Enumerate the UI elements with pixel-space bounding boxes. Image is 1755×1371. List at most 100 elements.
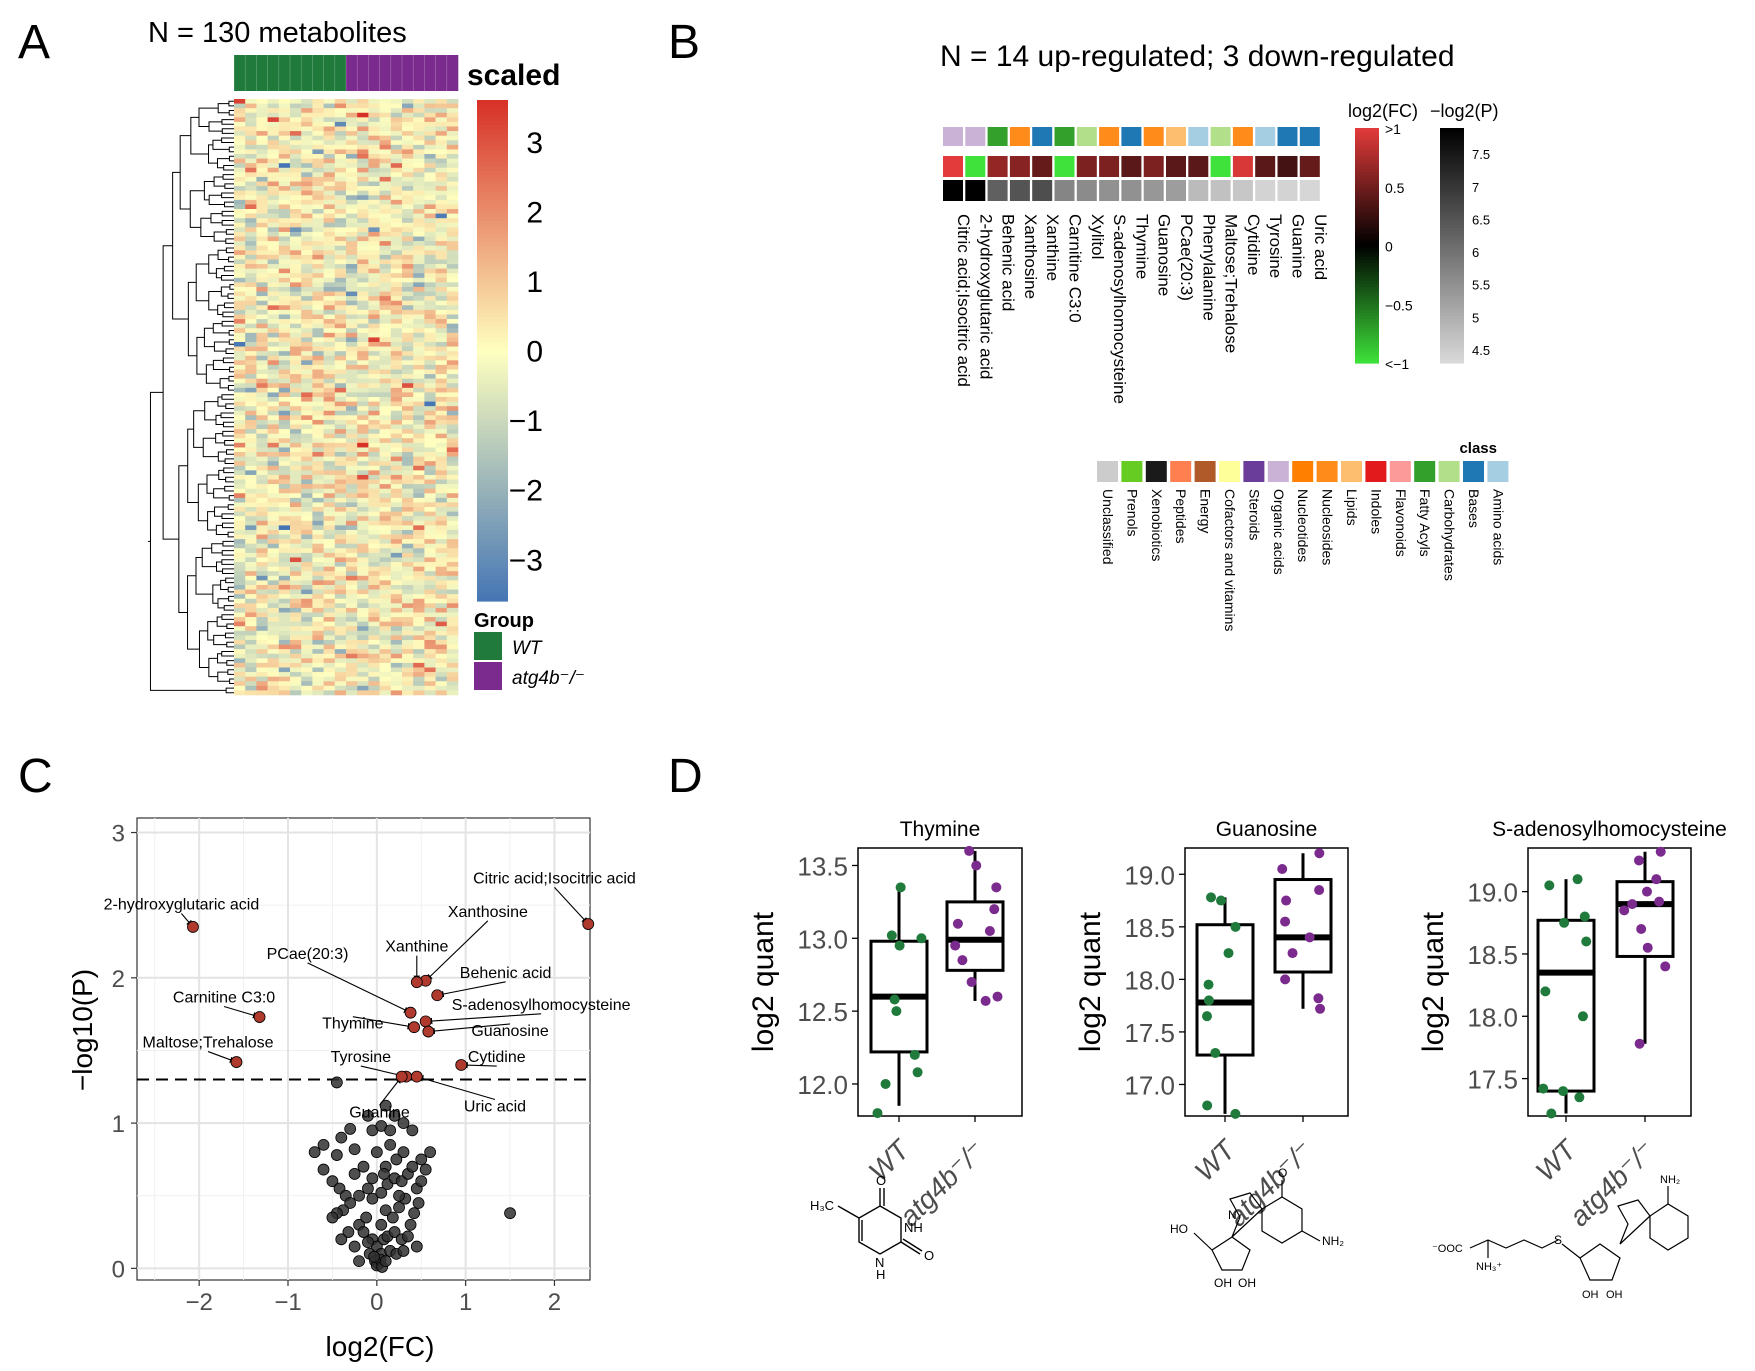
p-gradient-step [1440, 327, 1464, 332]
heatmap-cell [357, 172, 369, 178]
heatmap-cell [245, 406, 257, 412]
heatmap-cell [278, 635, 291, 641]
legend-gradient-step [477, 120, 508, 126]
heatmap-cell [334, 172, 347, 178]
heatmap-cell [446, 369, 459, 375]
legend-gradient-step [477, 584, 508, 590]
heatmap-cell [357, 328, 369, 334]
heatmap-cell [390, 286, 403, 292]
heatmap-cell [323, 672, 336, 677]
data-point [368, 1250, 381, 1263]
heatmap-cell [413, 149, 425, 155]
heatmap-cell [267, 461, 280, 467]
heatmap-cell [390, 539, 403, 545]
heatmap-cell [256, 433, 268, 439]
heatmap-cell [446, 213, 459, 219]
legend-gradient-step [477, 216, 508, 222]
heatmap-cell [446, 309, 459, 315]
heatmap-cell [402, 488, 414, 494]
heatmap-cell [357, 493, 369, 499]
heatmap-cell [278, 392, 291, 398]
y-tick-label: 17.5 [1467, 1065, 1518, 1095]
heatmap-cell [267, 584, 280, 590]
heatmap-cell [290, 369, 302, 375]
heatmap-cell [346, 392, 358, 398]
heatmap-cell [413, 520, 425, 526]
heatmap-cell [267, 672, 280, 677]
heatmap-cell [278, 117, 291, 123]
heatmap-cell [256, 135, 268, 141]
heatmap-cell [301, 516, 313, 522]
heatmap-cell [278, 626, 291, 632]
heatmap-cell [334, 121, 347, 127]
heatmap-cell [301, 461, 313, 467]
fc-cell [1009, 156, 1030, 177]
heatmap-cell [267, 121, 280, 127]
group-bar-cell [390, 55, 403, 91]
heatmap-cell [290, 245, 302, 251]
heatmap-cell [402, 511, 414, 517]
heatmap-cell [346, 231, 358, 237]
heatmap-cell [245, 562, 257, 567]
heatmap-cell [435, 465, 448, 471]
heatmap-cell [357, 488, 369, 494]
heatmap-cell [234, 474, 246, 480]
heatmap-cell [267, 438, 280, 444]
heatmap-cell [256, 649, 268, 655]
heatmap-cell [334, 213, 347, 219]
heatmap-cell [390, 516, 403, 522]
heatmap-cell [424, 227, 436, 233]
heatmap-cell [424, 502, 436, 508]
heatmap-cell [278, 378, 291, 384]
heatmap-cell [390, 291, 403, 297]
heatmap-cell [402, 644, 414, 650]
heatmap-cell [379, 470, 392, 476]
heatmap-cell [390, 552, 403, 558]
sample-point [1314, 848, 1325, 859]
heatmap-cell [402, 598, 414, 604]
heatmap-cell [334, 676, 347, 682]
heatmap-cell [368, 144, 380, 150]
heatmap-cell [256, 126, 268, 132]
heatmap-cell [446, 672, 459, 677]
p-gradient-step [1440, 245, 1464, 250]
heatmap-cell [435, 548, 448, 554]
legend-gradient-step [477, 463, 508, 468]
heatmap-cell [446, 429, 459, 434]
heatmap-cell [323, 649, 336, 655]
heatmap-cell [357, 456, 369, 462]
heatmap-cell [368, 429, 380, 434]
heatmap-cell [245, 291, 257, 297]
heatmap-cell [245, 470, 257, 476]
heatmap-cell [379, 328, 392, 334]
heatmap-cell [301, 470, 313, 476]
heatmap-cell [357, 218, 369, 224]
heatmap-cell [334, 286, 347, 292]
heatmap-cell [312, 204, 324, 210]
fc-gradient-step [1355, 254, 1379, 258]
heatmap-cell [424, 397, 436, 402]
heatmap-cell [334, 621, 347, 627]
panel-b-heatmap: N = 14 up-regulated; 3 down-regulated Ci… [940, 40, 1509, 631]
dendrogram-branch [222, 568, 234, 575]
heatmap-cell [278, 649, 291, 655]
heatmap-cell [290, 364, 302, 370]
heatmap-cell [312, 360, 324, 366]
heatmap-cell [334, 346, 347, 352]
heatmap-cell [267, 392, 280, 398]
dendrogram-branch [226, 449, 234, 455]
heatmap-cell [312, 621, 324, 627]
heatmap-cell [234, 484, 246, 489]
p-gradient-step [1440, 186, 1464, 191]
heatmap-cell [234, 607, 246, 613]
heatmap-cell [435, 594, 448, 600]
heatmap-cell [357, 406, 369, 412]
heatmap-cell [245, 452, 257, 457]
heatmap-cell [234, 117, 246, 123]
heatmap-cell [245, 397, 257, 402]
fc-gradient-step [1355, 242, 1379, 247]
heatmap-cell [290, 438, 302, 444]
heatmap-cell [245, 539, 257, 545]
heatmap-cell [312, 548, 324, 554]
heatmap-cell [368, 378, 380, 384]
